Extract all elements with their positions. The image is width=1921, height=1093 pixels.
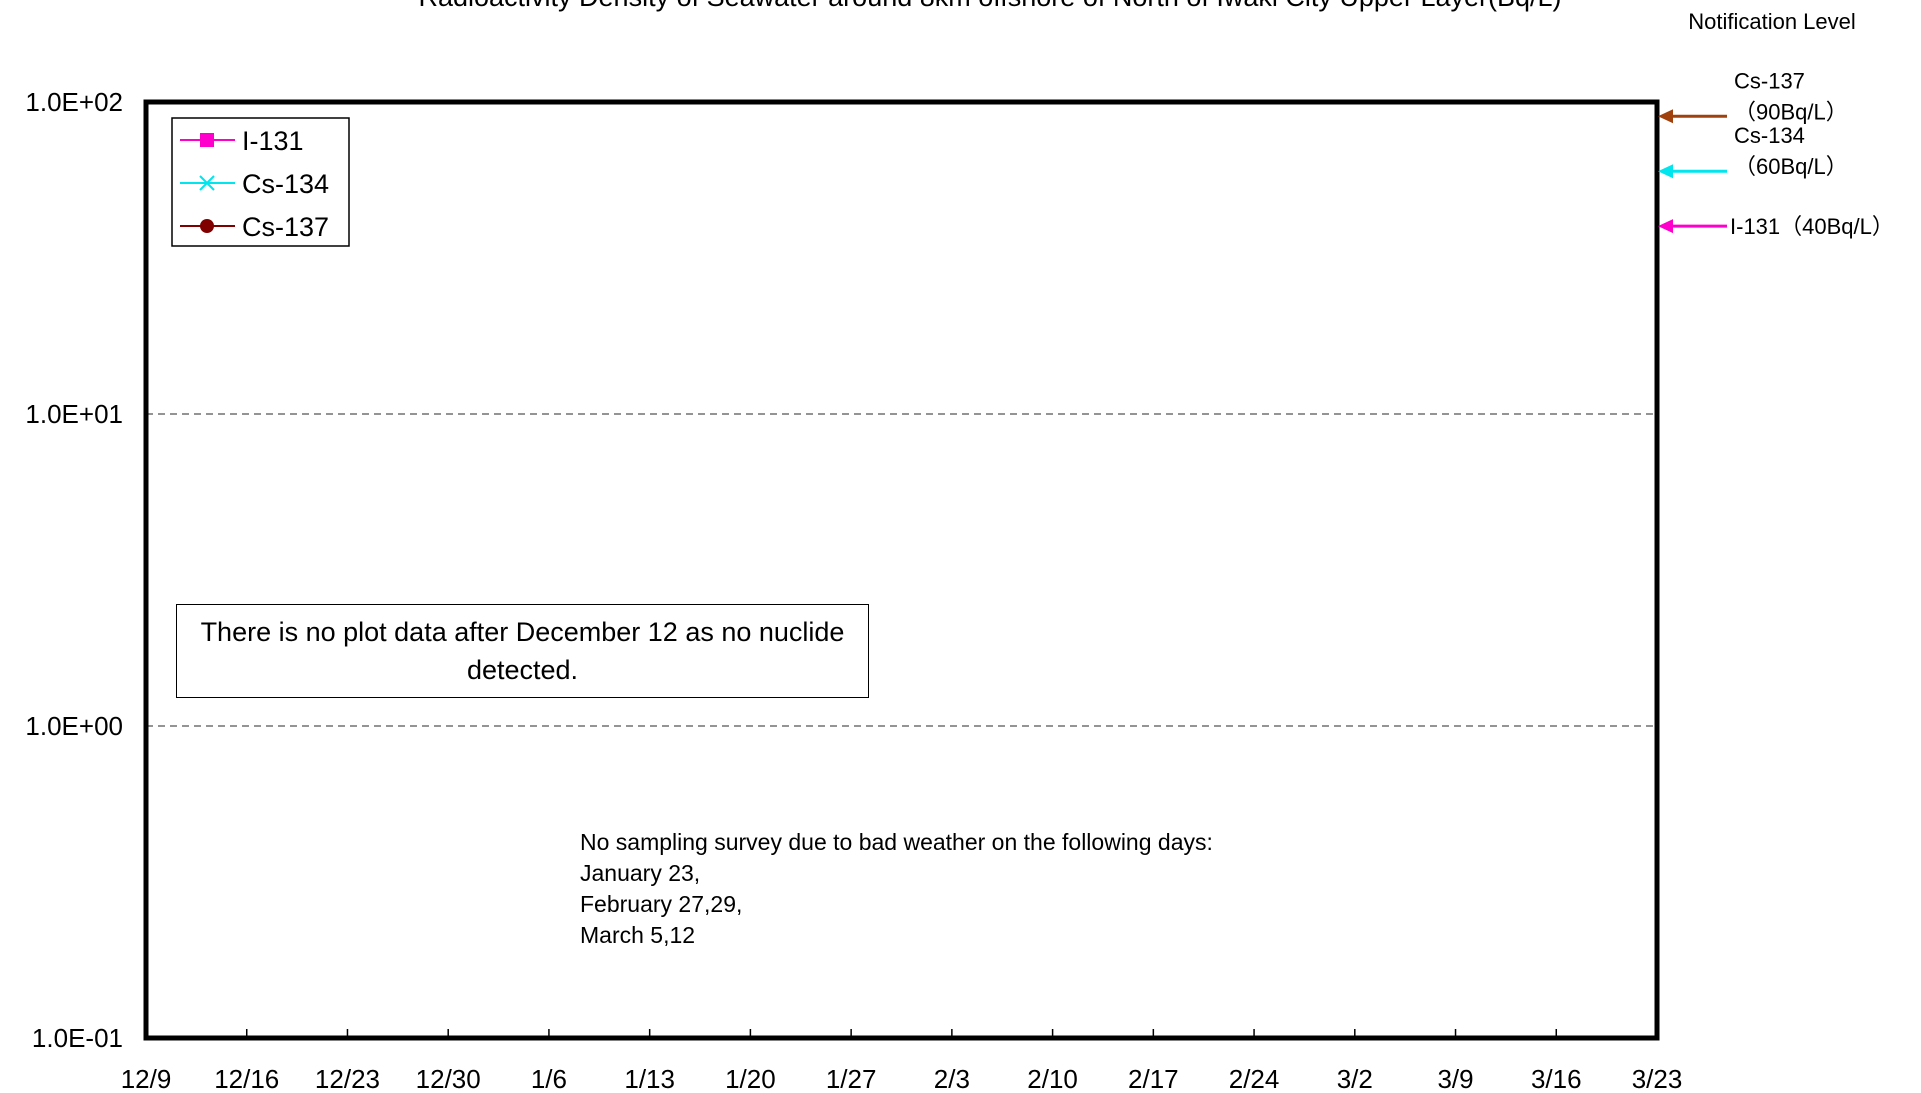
notification-heading: Notification Level xyxy=(1688,9,1856,34)
x-tick-label-15: 3/23 xyxy=(1632,1064,1683,1093)
plot-area-frame xyxy=(143,99,1660,1041)
notification-value-0: （90Bq/L） xyxy=(1734,99,1848,124)
legend-label-0: I-131 xyxy=(242,126,304,156)
y-tick-label-2: 1.0E+00 xyxy=(25,711,123,741)
legend-marker-2 xyxy=(200,219,214,233)
notification-levels: Notification Level Cs-137 （90Bq/L）Cs-134 （… xyxy=(1658,9,1894,239)
weather-line-1: January 23, xyxy=(580,860,701,886)
x-tick-label-7: 1/27 xyxy=(826,1064,877,1093)
weather-line-2: February 27,29, xyxy=(580,891,743,917)
notification-arrow-head-2 xyxy=(1658,219,1673,234)
legend: I-131 Cs-134 Cs-137 xyxy=(171,117,350,247)
y-tick-label-1: 1.0E+01 xyxy=(25,399,123,429)
notification-arrow-head-0 xyxy=(1658,109,1673,124)
x-tick-label-0: 12/9 xyxy=(121,1064,172,1093)
legend-label-1: Cs-134 xyxy=(242,169,329,199)
notification-label-1: Cs-134 xyxy=(1734,123,1805,148)
legend-marker-0 xyxy=(200,133,214,147)
legend-marker-1 xyxy=(199,175,215,191)
x-tick-label-8: 2/3 xyxy=(934,1064,970,1093)
x-axis-ticks: 12/9 12/16 12/23 12/30 1/6 1/13 1/20 1/27 2/3 2/1… xyxy=(121,1029,1683,1093)
notification-arrow-head-1 xyxy=(1658,164,1673,179)
notification-value-1: （60Bq/L） xyxy=(1734,154,1848,179)
x-tick-label-11: 2/24 xyxy=(1229,1064,1280,1093)
x-tick-label-2: 12/23 xyxy=(315,1064,380,1093)
legend-marker-stroke-b-1 xyxy=(199,175,215,191)
chart-title: Radioactivity Density of Seawater around… xyxy=(418,0,1561,12)
x-tick-label-10: 2/17 xyxy=(1128,1064,1179,1093)
x-tick-label-1: 12/16 xyxy=(214,1064,279,1093)
y-tick-label-0: 1.0E+02 xyxy=(25,87,123,117)
notification-label-2: I-131（40Bq/L） xyxy=(1730,214,1894,239)
weather-line-0: No sampling survey due to bad weather on… xyxy=(580,829,1213,855)
x-tick-label-3: 12/30 xyxy=(416,1064,481,1093)
x-tick-label-9: 2/10 xyxy=(1027,1064,1078,1093)
x-tick-label-5: 1/13 xyxy=(624,1064,675,1093)
x-tick-label-13: 3/9 xyxy=(1437,1064,1473,1093)
weather-note: No sampling survey due to bad weather on… xyxy=(580,827,1213,951)
y-axis-ticks: 1.0E+02 1.0E+01 1.0E+00 1.0E-01 xyxy=(25,87,123,1053)
no-data-note: There is no plot data after December 12 … xyxy=(176,604,869,698)
x-tick-label-6: 1/20 xyxy=(725,1064,776,1093)
x-tick-label-12: 3/2 xyxy=(1337,1064,1373,1093)
no-data-text: There is no plot data after December 12 … xyxy=(200,617,845,685)
x-tick-label-4: 1/6 xyxy=(531,1064,567,1093)
legend-label-2: Cs-137 xyxy=(242,212,329,242)
y-tick-label-3: 1.0E-01 xyxy=(32,1023,123,1053)
weather-line-3: March 5,12 xyxy=(580,922,696,948)
x-tick-label-14: 3/16 xyxy=(1531,1064,1582,1093)
notification-label-0: Cs-137 xyxy=(1734,68,1805,93)
